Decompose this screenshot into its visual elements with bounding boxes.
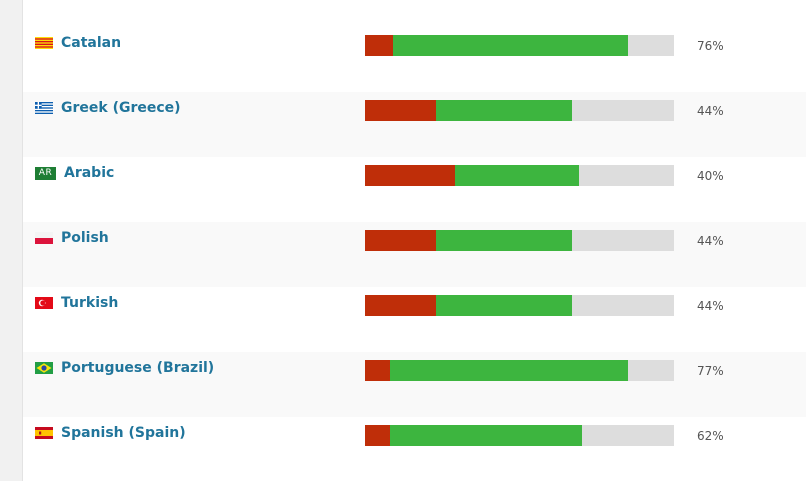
approved-segment xyxy=(390,360,628,381)
turkey-flag-icon xyxy=(35,297,53,309)
language-link-arabic[interactable]: AR Arabic xyxy=(35,165,114,181)
brazil-flag-icon xyxy=(35,362,53,374)
percent-translated: 44% xyxy=(697,299,724,313)
language-link-spanish-spain[interactable]: Spanish (Spain) xyxy=(35,425,186,441)
approved-segment xyxy=(390,425,582,446)
poland-flag-icon xyxy=(35,232,53,244)
language-name: Arabic xyxy=(64,165,115,181)
approved-segment xyxy=(393,35,628,56)
approved-segment xyxy=(436,100,572,121)
percent-translated: 76% xyxy=(697,39,724,53)
left-gutter xyxy=(0,0,23,481)
spain-flag-icon xyxy=(35,427,53,439)
language-row-turkish: Turkish 44% xyxy=(23,287,806,352)
approved-segment xyxy=(436,295,572,316)
progress-bar xyxy=(365,100,674,121)
progress-bar xyxy=(365,35,674,56)
language-link-catalan[interactable]: Catalan xyxy=(35,35,121,51)
percent-translated: 44% xyxy=(697,234,724,248)
fuzzy-segment xyxy=(365,230,436,251)
fuzzy-segment xyxy=(365,165,455,186)
catalan-flag-icon xyxy=(35,37,53,49)
percent-translated: 77% xyxy=(697,364,724,378)
language-row-arabic: AR Arabic 40% xyxy=(23,157,806,222)
percent-translated: 40% xyxy=(697,169,724,183)
progress-bar xyxy=(365,230,674,251)
language-row-greek: Greek (Greece) 44% xyxy=(23,92,806,157)
progress-bar xyxy=(365,295,674,316)
approved-segment xyxy=(436,230,572,251)
approved-segment xyxy=(455,165,579,186)
language-name: Portuguese (Brazil) xyxy=(61,360,215,376)
language-row-portuguese-brazil: Portuguese (Brazil) 77% xyxy=(23,352,806,417)
fuzzy-segment xyxy=(365,100,436,121)
language-link-greek[interactable]: Greek (Greece) xyxy=(35,100,181,116)
language-row-catalan: Catalan 76% xyxy=(23,27,806,92)
language-row-polish: Polish 44% xyxy=(23,222,806,287)
translation-list: Catalan 76% Gre xyxy=(23,27,806,482)
progress-bar xyxy=(365,425,674,446)
fuzzy-segment xyxy=(365,360,390,381)
arabic-flag-icon: AR xyxy=(35,166,56,180)
percent-translated: 62% xyxy=(697,429,724,443)
language-link-turkish[interactable]: Turkish xyxy=(35,295,118,311)
percent-translated: 44% xyxy=(697,104,724,118)
fuzzy-segment xyxy=(365,35,393,56)
fuzzy-segment xyxy=(365,295,436,316)
language-link-portuguese-brazil[interactable]: Portuguese (Brazil) xyxy=(35,360,214,376)
progress-bar xyxy=(365,165,674,186)
greece-flag-icon xyxy=(35,102,53,114)
progress-bar xyxy=(365,360,674,381)
language-name: Polish xyxy=(61,230,109,246)
language-name: Greek (Greece) xyxy=(61,100,181,116)
language-name: Turkish xyxy=(61,295,119,311)
language-name: Spanish (Spain) xyxy=(61,425,186,441)
language-row-spanish-spain: Spanish (Spain) 62% xyxy=(23,417,806,482)
fuzzy-segment xyxy=(365,425,390,446)
language-link-polish[interactable]: Polish xyxy=(35,230,109,246)
language-name: Catalan xyxy=(61,35,122,51)
